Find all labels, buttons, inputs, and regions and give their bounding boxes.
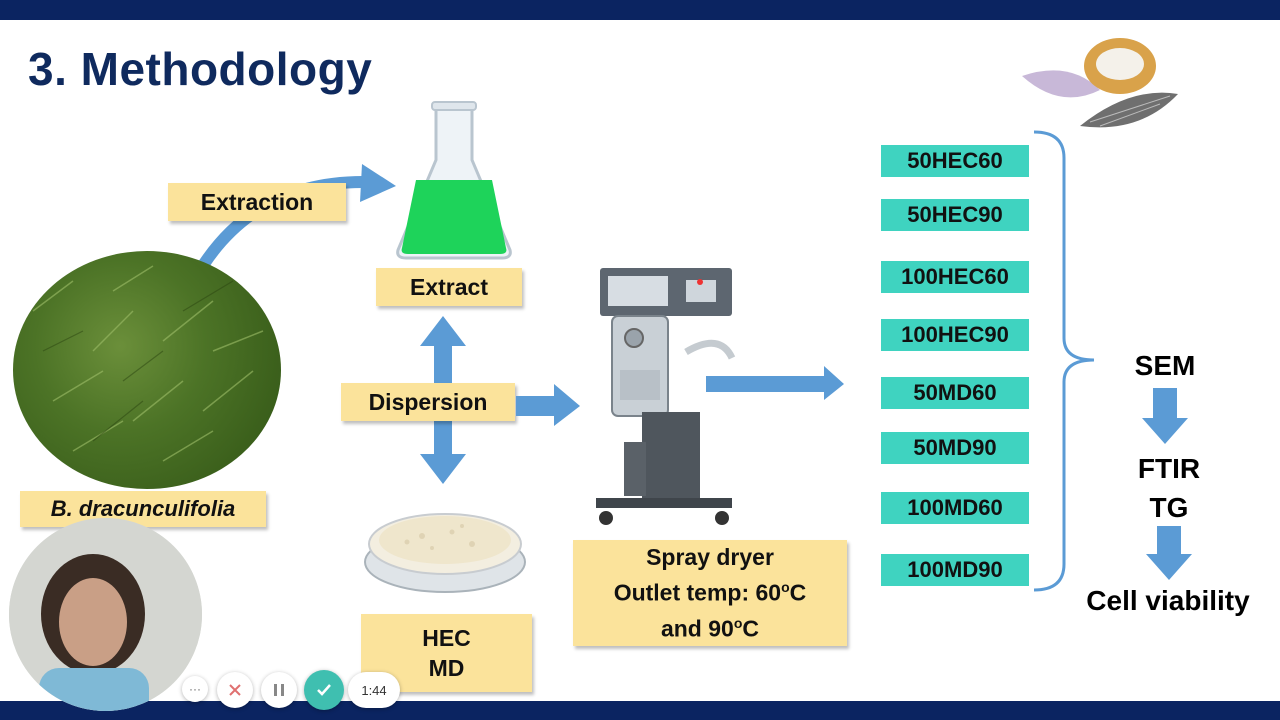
spray-line-3: and 90oC bbox=[660, 615, 760, 642]
spray-dryer-image bbox=[596, 268, 736, 525]
bottom-bar bbox=[0, 701, 1280, 720]
sample-box: 100MD90 bbox=[881, 554, 1029, 586]
arrow-down-1 bbox=[1142, 388, 1188, 444]
presenter-silhouette bbox=[9, 518, 202, 711]
arrow-to-dryer bbox=[516, 384, 580, 426]
pause-icon bbox=[274, 684, 284, 696]
flask-icon bbox=[396, 101, 512, 260]
extract-label: Extract bbox=[376, 268, 522, 306]
arrow-down-2 bbox=[1146, 526, 1192, 580]
analysis-sem: SEM bbox=[1134, 350, 1196, 381]
sample-box: 50MD60 bbox=[881, 377, 1029, 409]
more-options-button[interactable]: ··· bbox=[182, 676, 208, 702]
extraction-label: Extraction bbox=[168, 183, 346, 221]
sample-box: 100MD60 bbox=[881, 492, 1029, 524]
spray-line-1: Spray dryer bbox=[646, 544, 774, 571]
discard-button[interactable] bbox=[217, 672, 253, 708]
sample-box: 100HEC90 bbox=[881, 319, 1029, 351]
pause-button[interactable] bbox=[261, 672, 297, 708]
plant-name-label: B. dracunculifolia bbox=[20, 491, 266, 527]
dispersion-label: Dispersion bbox=[341, 383, 515, 421]
check-icon bbox=[317, 684, 331, 696]
sample-box: 50HEC60 bbox=[881, 145, 1029, 177]
top-bar bbox=[0, 0, 1280, 20]
plant-photo bbox=[13, 251, 281, 489]
presenter-webcam bbox=[9, 518, 202, 711]
arrow-to-samples bbox=[706, 366, 844, 400]
analysis-cell-viability: Cell viability bbox=[1086, 585, 1250, 616]
sample-box: 50HEC90 bbox=[881, 199, 1029, 231]
close-icon bbox=[229, 684, 241, 696]
curly-brace bbox=[1033, 130, 1095, 592]
sample-box: 50MD90 bbox=[881, 432, 1029, 464]
spray-line-2: Outlet temp: 60oC bbox=[613, 579, 807, 606]
spray-dryer-label: Spray dryer Outlet temp: 60oC and 90oC bbox=[573, 540, 847, 646]
foliage-texture bbox=[32, 265, 264, 462]
sample-box: 100HEC60 bbox=[881, 261, 1029, 293]
analysis-ftir: FTIR bbox=[1137, 453, 1201, 484]
more-icon: ··· bbox=[189, 682, 201, 696]
finish-button[interactable] bbox=[304, 670, 344, 710]
logo-image bbox=[1022, 38, 1178, 128]
analysis-tg: TG bbox=[1149, 492, 1189, 523]
slide-title: 3. Methodology bbox=[28, 43, 373, 95]
carrier-md: MD bbox=[428, 655, 465, 681]
recording-timer: 1:44 bbox=[348, 672, 400, 708]
powder-dish bbox=[364, 513, 526, 593]
carrier-hec: HEC bbox=[422, 625, 471, 651]
